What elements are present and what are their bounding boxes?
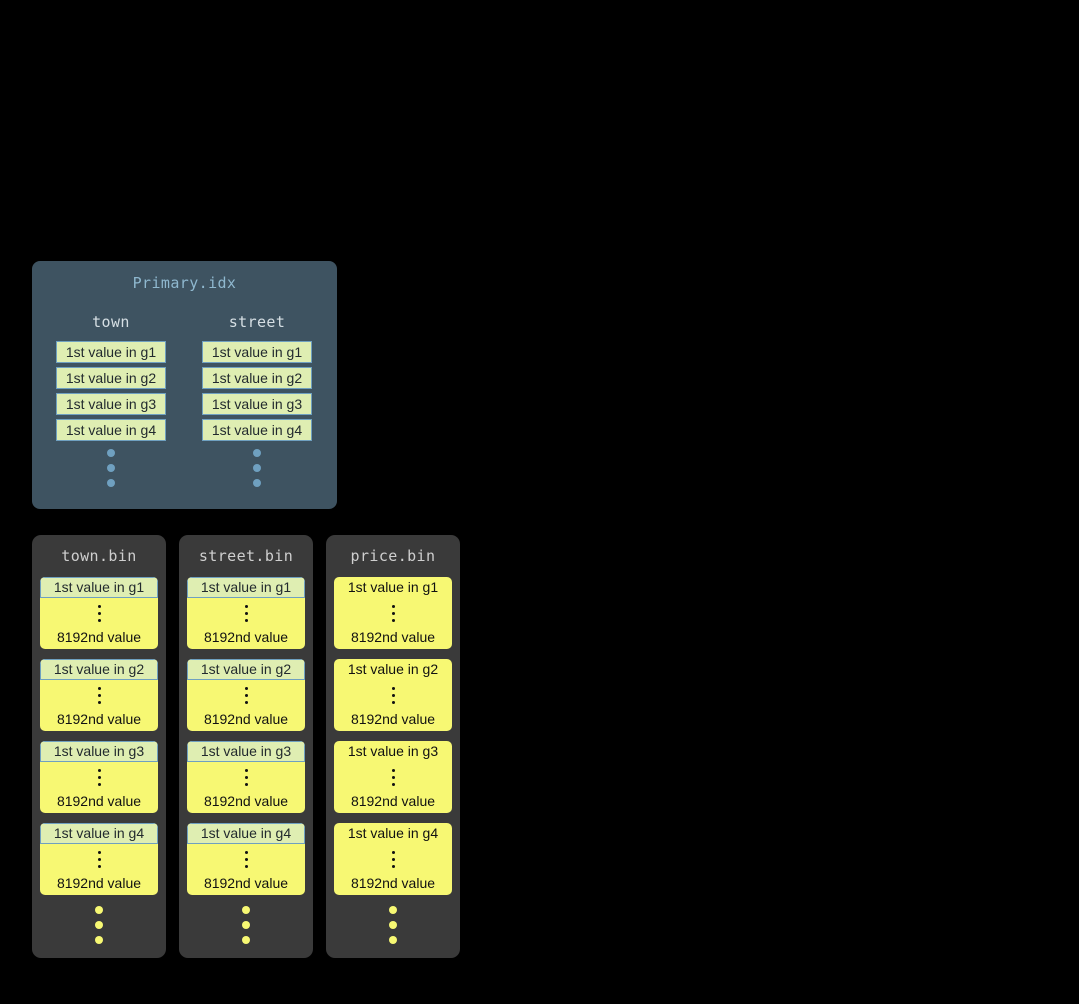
- bin-files-row: town.bin 1st value in g1 8192nd value 1s…: [32, 535, 460, 958]
- index-entry: 1st value in g1: [202, 341, 312, 363]
- index-entry-list-street: 1st value in g1 1st value in g2 1st valu…: [192, 341, 322, 441]
- granule-first-value: 1st value in g4: [347, 825, 439, 841]
- index-entry: 1st value in g3: [56, 393, 166, 415]
- granule-last-value: 8192nd value: [56, 875, 142, 891]
- granule-group: 1st value in g2 8192nd value: [334, 659, 452, 731]
- granule-first-value: 1st value in g1: [40, 577, 158, 598]
- granule-group: 1st value in g3 8192nd value: [334, 741, 452, 813]
- granule-group: 1st value in g1 8192nd value: [187, 577, 305, 649]
- granule-first-value: 1st value in g4: [40, 823, 158, 844]
- vertical-ellipsis-icon: [244, 844, 248, 874]
- bin-panel-title: town.bin: [61, 547, 137, 565]
- index-entry: 1st value in g4: [202, 419, 312, 441]
- vertical-ellipsis-icon: [32, 906, 166, 944]
- bin-panel-title: street.bin: [198, 547, 294, 565]
- vertical-ellipsis-icon: [391, 598, 395, 628]
- vertical-ellipsis-icon: [192, 449, 322, 487]
- granule-first-value: 1st value in g1: [187, 577, 305, 598]
- granule-last-value: 8192nd value: [203, 711, 289, 727]
- granule-last-value: 8192nd value: [350, 629, 436, 645]
- index-entry: 1st value in g1: [56, 341, 166, 363]
- granule-group-list: 1st value in g1 8192nd value 1st value i…: [179, 577, 313, 895]
- bin-panel-town: town.bin 1st value in g1 8192nd value 1s…: [32, 535, 166, 958]
- vertical-ellipsis-icon: [97, 680, 101, 710]
- bin-panel-street: street.bin 1st value in g1 8192nd value …: [179, 535, 313, 958]
- granule-first-value: 1st value in g2: [40, 659, 158, 680]
- granule-first-value: 1st value in g2: [347, 661, 439, 677]
- granule-first-value: 1st value in g1: [347, 579, 439, 595]
- index-entry-list-town: 1st value in g1 1st value in g2 1st valu…: [46, 341, 176, 441]
- vertical-ellipsis-icon: [244, 680, 248, 710]
- granule-first-value: 1st value in g3: [40, 741, 158, 762]
- vertical-ellipsis-icon: [326, 906, 460, 944]
- index-column-street: street 1st value in g1 1st value in g2 1…: [192, 313, 322, 487]
- granule-group-list: 1st value in g1 8192nd value 1st value i…: [326, 577, 460, 895]
- index-entry: 1st value in g2: [56, 367, 166, 389]
- granule-last-value: 8192nd value: [56, 711, 142, 727]
- vertical-ellipsis-icon: [244, 762, 248, 792]
- vertical-ellipsis-icon: [179, 906, 313, 944]
- granule-group: 1st value in g2 8192nd value: [187, 659, 305, 731]
- granule-group: 1st value in g3 8192nd value: [40, 741, 158, 813]
- primary-index-panel: Primary.idx town 1st value in g1 1st val…: [32, 261, 337, 509]
- primary-index-title: Primary.idx: [132, 274, 237, 292]
- granule-group: 1st value in g1 8192nd value: [40, 577, 158, 649]
- vertical-ellipsis-icon: [244, 598, 248, 628]
- granule-group-list: 1st value in g1 8192nd value 1st value i…: [32, 577, 166, 895]
- index-column-town: town 1st value in g1 1st value in g2 1st…: [46, 313, 176, 487]
- vertical-ellipsis-icon: [97, 598, 101, 628]
- index-column-header-town: town: [92, 313, 130, 331]
- granule-last-value: 8192nd value: [350, 793, 436, 809]
- granule-last-value: 8192nd value: [203, 793, 289, 809]
- granule-last-value: 8192nd value: [56, 629, 142, 645]
- granule-last-value: 8192nd value: [350, 875, 436, 891]
- granule-last-value: 8192nd value: [203, 629, 289, 645]
- index-entry: 1st value in g3: [202, 393, 312, 415]
- granule-first-value: 1st value in g3: [347, 743, 439, 759]
- granule-group: 1st value in g2 8192nd value: [40, 659, 158, 731]
- index-entry: 1st value in g4: [56, 419, 166, 441]
- vertical-ellipsis-icon: [97, 844, 101, 874]
- vertical-ellipsis-icon: [97, 762, 101, 792]
- granule-first-value: 1st value in g3: [187, 741, 305, 762]
- granule-group: 1st value in g4 8192nd value: [334, 823, 452, 895]
- vertical-ellipsis-icon: [391, 762, 395, 792]
- index-column-header-street: street: [228, 313, 286, 331]
- index-entry: 1st value in g2: [202, 367, 312, 389]
- vertical-ellipsis-icon: [46, 449, 176, 487]
- granule-last-value: 8192nd value: [350, 711, 436, 727]
- granule-group: 1st value in g1 8192nd value: [334, 577, 452, 649]
- vertical-ellipsis-icon: [391, 844, 395, 874]
- granule-group: 1st value in g4 8192nd value: [187, 823, 305, 895]
- granule-last-value: 8192nd value: [203, 875, 289, 891]
- granule-group: 1st value in g4 8192nd value: [40, 823, 158, 895]
- granule-first-value: 1st value in g4: [187, 823, 305, 844]
- bin-panel-title: price.bin: [350, 547, 436, 565]
- granule-last-value: 8192nd value: [56, 793, 142, 809]
- granule-first-value: 1st value in g2: [187, 659, 305, 680]
- granule-group: 1st value in g3 8192nd value: [187, 741, 305, 813]
- bin-panel-price: price.bin 1st value in g1 8192nd value 1…: [326, 535, 460, 958]
- vertical-ellipsis-icon: [391, 680, 395, 710]
